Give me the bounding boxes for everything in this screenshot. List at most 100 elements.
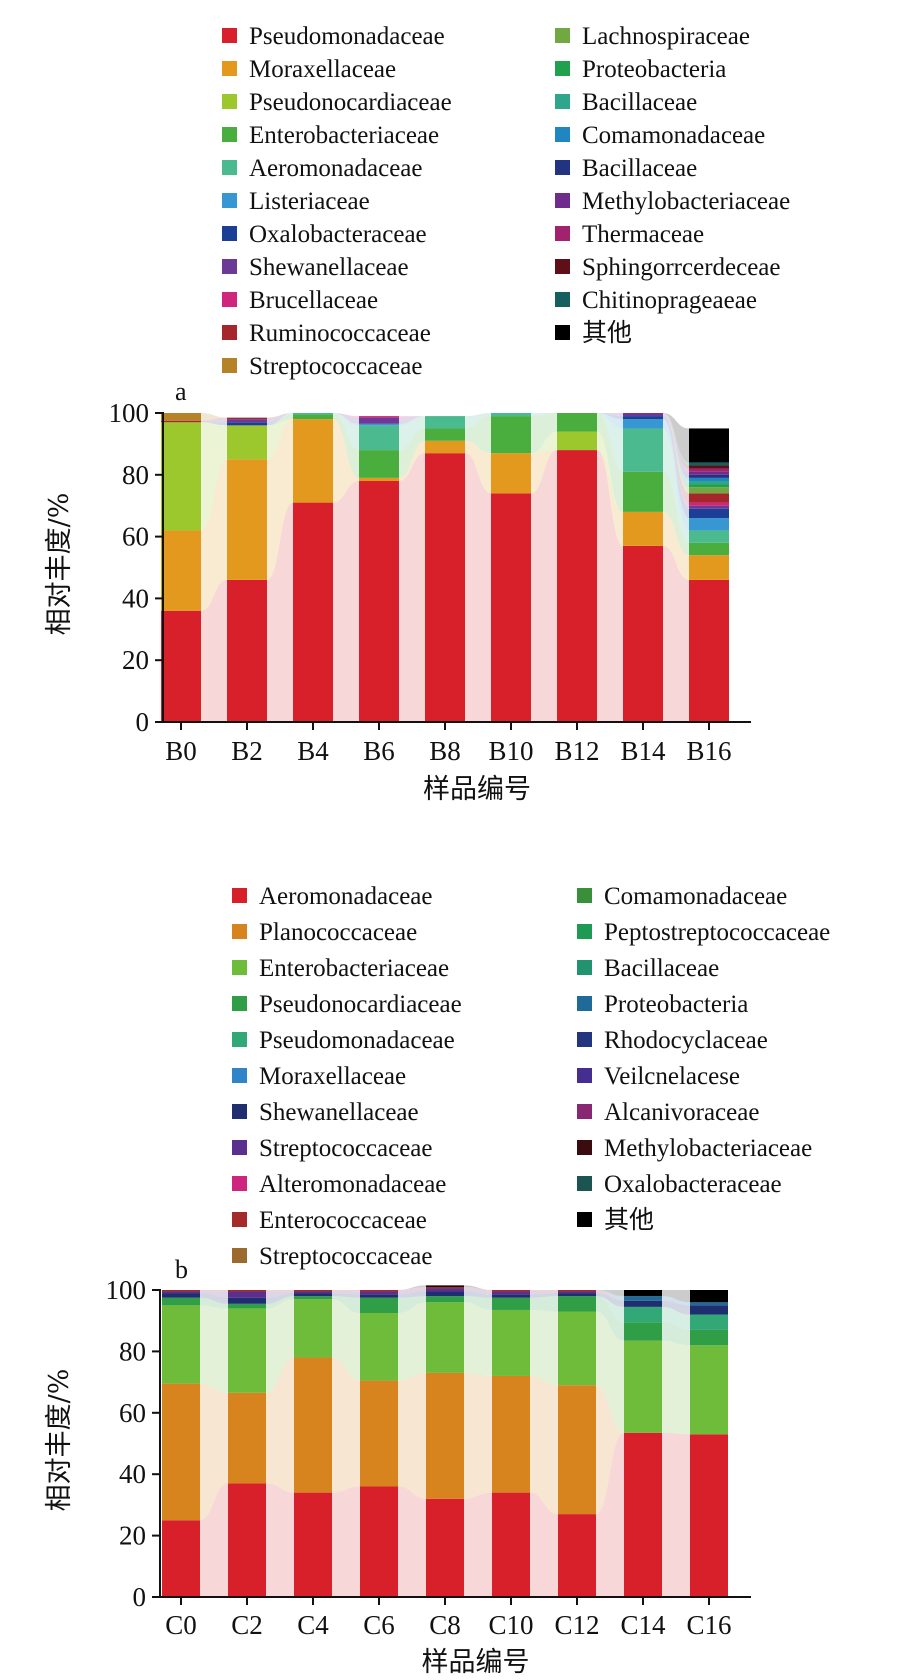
ribbon-pseudomonadaceae	[267, 502, 293, 722]
ribbon-pseudonocardiaceae	[201, 422, 227, 531]
bar-segment-methylobacteriaceae	[689, 471, 729, 475]
legend-item-pseudomonadaceae: Pseudomonadaceae	[232, 1027, 455, 1054]
ribbon-shewanellaceae	[266, 1293, 294, 1304]
ribbon-sphingorrcerdeceae	[663, 413, 689, 469]
ribbon-aeromonadaceae	[267, 413, 293, 426]
ribbon-shewanellaceae	[663, 413, 689, 509]
legend-swatch	[232, 888, 247, 903]
bar-segment-moraxellaceae	[689, 555, 729, 580]
legend-item-streptococcaceae: Streptococcaceae	[232, 1243, 433, 1270]
x-tick-label: C2	[231, 1610, 263, 1640]
legend-label: 其他	[582, 319, 632, 347]
legend-label: Thermaceae	[582, 221, 704, 248]
legend-swatch	[555, 226, 570, 241]
bar-segment-pseudomonadaceae	[161, 610, 201, 722]
legend-label: Chitinoprageaeae	[582, 287, 757, 314]
bar-segment-enterobacteriaceae	[690, 1345, 728, 1435]
ribbon-other	[662, 1290, 690, 1303]
bar-segment-shewanellaceae	[689, 505, 729, 509]
legend-item-bacillaceae: Bacillaceae	[555, 155, 697, 182]
x-tick-label: B8	[429, 736, 461, 766]
bar-segment-aeromonadaceae	[425, 416, 465, 429]
ribbon-streptococcaceae	[596, 1291, 624, 1301]
bar-segment-proteobacteria	[624, 1296, 662, 1301]
legend-item-aeromonadaceae: Aeromonadaceae	[232, 883, 433, 910]
bar-segment-comamonadaceae	[689, 477, 729, 481]
bar-stack-b14	[623, 413, 663, 722]
legend-item-alcanivoraceae: Alcanivoraceae	[577, 1099, 759, 1126]
legend-swatch	[222, 193, 237, 208]
ribbon-listeriaceae	[399, 416, 425, 426]
bar-segment-oxalobacteraceae	[227, 422, 267, 426]
bar-segment-planococcaceae	[162, 1383, 200, 1521]
ribbon-planococcaceae	[200, 1383, 228, 1521]
legend-item-comamonadaceae: Comamonadaceae	[555, 122, 765, 149]
x-axis-title: 样品编号	[423, 774, 531, 805]
bar-segment-planococcaceae	[558, 1385, 596, 1515]
ribbon-streptococcaceae	[398, 1288, 426, 1295]
legend-item-oxalobacteraceae: Oxalobacteraceae	[222, 221, 427, 248]
ribbon-aeromonadaceae	[597, 413, 623, 472]
legend-item-methylobacteriaceae: Methylobacteriaceae	[577, 1135, 812, 1162]
bar-segment-enterobacteriaceae	[425, 428, 465, 441]
bar-segment-enterobacteriaceae	[359, 450, 399, 478]
legend-swatch	[222, 226, 237, 241]
ribbon-pseudonocardiaceae	[266, 1296, 294, 1309]
ribbon-aeromonadaceae	[596, 1432, 624, 1597]
legend-swatch	[232, 960, 247, 975]
legend-item-aeromonadaceae: Aeromonadaceae	[222, 155, 423, 182]
legend-item-oxalobacteraceae: Oxalobacteraceae	[577, 1171, 782, 1198]
ribbon-enterococcaceae	[596, 1290, 624, 1301]
ribbon-enterobacteriaceae	[465, 416, 491, 454]
bar-segment-aeromonadaceae	[228, 1483, 266, 1597]
bar-stack-b0	[161, 413, 201, 722]
bar-segment-shewanellaceae	[227, 419, 267, 423]
bar-segment-other	[624, 1290, 662, 1297]
bar-segment-shewanellaceae	[294, 1293, 332, 1297]
bar-stack-b8	[425, 416, 465, 722]
ribbon-enterobacteriaceae	[662, 1340, 690, 1435]
legend-swatch	[577, 996, 592, 1011]
legend-label: Alcanivoraceae	[604, 1099, 759, 1126]
bar-segment-enterobacteriaceae	[557, 413, 597, 432]
legend-item-bacillaceae: Bacillaceae	[577, 955, 719, 982]
legend-label: Aeromonadaceae	[249, 155, 423, 182]
ribbon-ruminococcaceae	[201, 417, 227, 423]
legend-label: Moraxellaceae	[259, 1063, 406, 1090]
legend-swatch	[232, 924, 247, 939]
bar-segment-enterobacteriaceae	[623, 471, 663, 512]
bar-segment-pseudomonadaceae	[359, 480, 399, 722]
legend-label: Pseudonocardiaceae	[259, 991, 462, 1018]
ribbon-pseudonocardiaceae	[662, 1322, 690, 1346]
ribbon-listeriaceae	[597, 413, 623, 429]
bar-segment-shewanellaceae	[162, 1293, 200, 1298]
bar-segment-aeromonadaceae	[294, 1492, 332, 1597]
ribbon-shewanellaceae	[332, 1293, 360, 1298]
ribbon-enterobacteriaceae	[266, 1299, 294, 1393]
bar-segment-aeromonadaceae	[162, 1520, 200, 1597]
x-tick-label: C14	[620, 1610, 666, 1640]
bar-segment-pseudomonadaceae	[690, 1314, 728, 1330]
bar-segment-pseudomonadaceae	[425, 453, 465, 722]
legend-item-other: 其他	[577, 1206, 654, 1234]
legend-swatch	[222, 127, 237, 142]
legend-swatch	[555, 325, 570, 340]
bar-segment-proteobacteria	[690, 1302, 728, 1306]
bar-stack-c10	[492, 1290, 530, 1597]
bar-segment-enterobacteriaceae	[492, 1309, 530, 1376]
bar-segment-pseudonocardiaceae	[228, 1303, 266, 1309]
legend-swatch	[555, 160, 570, 175]
legend-label: Proteobacteria	[582, 56, 726, 83]
legend-item-planococcaceae: Planococcaceae	[232, 919, 417, 946]
legend-item-listeriaceae: Listeriaceae	[222, 188, 370, 215]
y-tick-label: 40	[122, 583, 149, 613]
legend-item-veilcnelacese: Veilcnelacese	[577, 1063, 740, 1090]
panel-label: b	[175, 1255, 188, 1284]
legend-item-bacillaceae: Bacillaceae	[555, 89, 697, 116]
bar-segment-oxalobacteraceae	[623, 416, 663, 420]
bar-segment-ruminococcaceae	[227, 417, 267, 420]
ribbon-shewanellaceae	[201, 419, 227, 423]
bar-segment-other	[689, 428, 729, 463]
bar-segment-enterobacteriaceae	[162, 1305, 200, 1384]
bar-segment-planococcaceae	[294, 1357, 332, 1493]
